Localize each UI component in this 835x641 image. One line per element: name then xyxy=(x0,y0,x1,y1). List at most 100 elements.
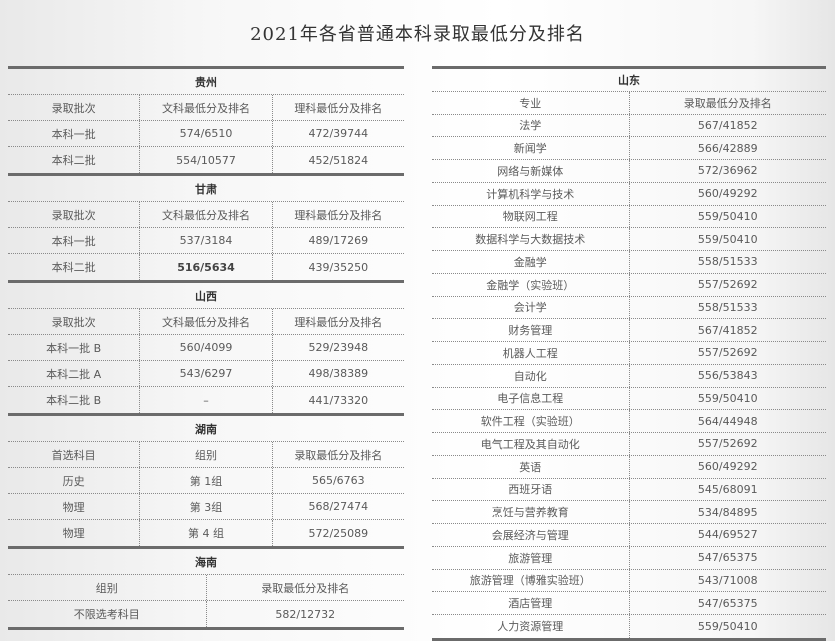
table-cell: 558/51533 xyxy=(628,251,827,273)
table-row: 财务管理 567/41852 xyxy=(432,319,826,342)
table-cell: 560/49292 xyxy=(628,455,827,478)
table-row: 计算机科学与技术 560/49292 xyxy=(432,182,827,206)
table-cell: 554/10577 xyxy=(139,147,271,173)
header-row: 录取批次 文科最低分及排名 理科最低分及排名 xyxy=(8,95,404,121)
column-header: 理科最低分及排名 xyxy=(271,309,404,334)
province-name: 湖南 xyxy=(195,422,217,436)
table-cell: 本科二批 xyxy=(51,261,96,274)
table-cell: 543/6297 xyxy=(139,361,271,386)
table-cell: 新闻学 xyxy=(513,142,547,156)
table-cell: 572/36962 xyxy=(628,160,827,182)
table-row: 会展经济与管理 544/69527 xyxy=(432,524,826,547)
table-cell: 本科二批 A xyxy=(46,367,102,381)
table-cell: 556/53843 xyxy=(628,364,827,387)
table-cell: 会展经济与管理 xyxy=(491,528,569,542)
table-row: 软件工程（实验班） 564/44948 xyxy=(432,410,826,433)
table-row: 旅游管理 547/65375 xyxy=(432,546,827,570)
table-row: 金融学（实验班） 557/52692 xyxy=(432,273,827,297)
section-title-row: 山东 xyxy=(432,69,826,92)
table-row: 机器人工程 557/52692 xyxy=(432,342,826,365)
table-cell: 本科二批 B xyxy=(46,394,102,407)
column-header: 首选科目 xyxy=(51,448,96,462)
table-row: 不限选考科目 582/12732 xyxy=(8,601,404,627)
header-row: 专业 录取最低分及排名 xyxy=(432,91,827,115)
province-section: 贵州 录取批次 文科最低分及排名 理科最低分及排名 本科一批 574/6510 472/39… xyxy=(8,69,404,176)
province-section: 海南 组别 录取最低分及排名 不限选考科目 582/12732 xyxy=(8,549,404,630)
table-cell: 557/52692 xyxy=(628,273,827,296)
column-header: 理科最低分及排名 xyxy=(271,202,404,227)
table-cell: 559/50410 xyxy=(628,615,827,638)
table-cell: 物理 xyxy=(62,527,85,540)
table-cell: 金融学 xyxy=(513,255,547,269)
province-section: 湖南 首选科目 组别 录取最低分及排名 历史 第 1组 565/6763 物理 第 3组 568/… xyxy=(8,416,404,549)
table-row: 电子信息工程 559/50410 xyxy=(432,387,826,411)
table-cell: 543/71008 xyxy=(628,569,827,592)
header-row: 首选科目 组别 录取最低分及排名 xyxy=(8,442,404,468)
table-cell: 574/6510 xyxy=(139,121,271,146)
table-cell: 558/51533 xyxy=(628,296,827,319)
table-row: 本科二批 A 543/6297 498/38389 xyxy=(8,361,404,387)
table-cell: 560/49292 xyxy=(628,182,827,205)
table-cell: 547/65375 xyxy=(628,546,827,569)
table-row: 本科二批 554/10577 452/51824 xyxy=(8,147,404,173)
table-cell: 557/52692 xyxy=(628,433,827,455)
column-header: 组别 xyxy=(95,581,118,595)
table-cell: 557/52692 xyxy=(628,342,827,364)
section-title-row: 海南 xyxy=(8,549,404,575)
table-cell: 酒店管理 xyxy=(508,597,553,611)
column-header: 文科最低分及排名 xyxy=(139,309,271,334)
column-header: 组别 xyxy=(139,442,271,467)
table-cell: 会计学 xyxy=(513,301,547,315)
header-row: 录取批次 文科最低分及排名 理科最低分及排名 xyxy=(8,309,404,335)
table-cell: 第 1组 xyxy=(139,468,271,493)
section-title-row: 甘肃 xyxy=(8,176,404,202)
column-header: 理科最低分及排名 xyxy=(271,95,404,120)
table-row: 人力资源管理 559/50410 xyxy=(432,615,826,638)
table-cell: 网络与新媒体 xyxy=(497,164,564,178)
table-row: 旅游管理（博雅实验班） 543/71008 xyxy=(432,569,827,593)
table-cell: 567/41852 xyxy=(628,114,827,137)
province-section: 山东 专业 录取最低分及排名法学 567/41852 新闻学 566/42889 网络与新媒… xyxy=(432,69,826,638)
table-cell: 441/73320 xyxy=(271,387,404,413)
table-cell: 自动化 xyxy=(513,369,547,383)
table-row: 数据科学与大数据技术 559/50410 xyxy=(432,228,826,251)
table-row: 本科二批 B –441/73320 xyxy=(8,387,404,413)
table-cell: 547/65375 xyxy=(628,592,827,614)
table-cell: 568/27474 xyxy=(271,494,404,519)
table-cell: 本科一批 B xyxy=(46,341,102,355)
table-row: 西班牙语 545/68091 xyxy=(432,478,826,502)
table-cell: 金融学（实验班） xyxy=(486,278,575,292)
table-row: 本科二批 516/5634 439/35250 xyxy=(8,254,404,280)
province-name: 山西 xyxy=(195,289,217,303)
table-cell: 电气工程及其自动化 xyxy=(480,437,580,451)
table-row: 本科一批 574/6510 472/39744 xyxy=(8,121,404,147)
table-cell: 566/42889 xyxy=(628,137,827,159)
column-header: 录取批次 xyxy=(51,315,96,329)
table-cell: 439/35250 xyxy=(271,254,404,280)
table-row: 法学 567/41852 xyxy=(432,114,827,138)
table-cell: 560/4099 xyxy=(139,335,271,360)
province-name: 海南 xyxy=(195,555,217,569)
left-score-table: 贵州 录取批次 文科最低分及排名 理科最低分及排名 本科一批 574/6510 472/39… xyxy=(8,66,404,630)
table-cell: 计算机科学与技术 xyxy=(486,187,575,201)
page-title: 2021年各省普通本科录取最低分及排名 xyxy=(250,24,585,45)
province-section: 甘肃 录取批次 文科最低分及排名 理科最低分及排名 本科一批 537/3184 489/17… xyxy=(8,176,404,283)
shandong-score-table: 山东 专业 录取最低分及排名法学 567/41852 新闻学 566/42889 网络与新媒… xyxy=(432,66,826,641)
table-cell: 法学 xyxy=(519,119,542,133)
table-row: 金融学 558/51533 xyxy=(432,251,826,274)
column-header: 录取最低分及排名 xyxy=(628,91,827,114)
table-row: 新闻学 566/42889 xyxy=(432,137,826,160)
column-header: 录取批次 xyxy=(51,208,96,222)
table-row: 物理 第 4 组 572/25089 xyxy=(8,520,404,546)
table-cell: 机器人工程 xyxy=(502,346,558,360)
table-cell: 财务管理 xyxy=(508,324,553,338)
table-cell: 旅游管理 xyxy=(508,551,553,565)
table-row: 会计学 558/51533 xyxy=(432,296,827,320)
table-cell: 历史 xyxy=(62,474,85,488)
table-cell: 旅游管理（博雅实验班） xyxy=(469,574,591,588)
table-cell: 537/3184 xyxy=(139,228,271,253)
table-row: 本科一批 B 560/4099 529/23948 xyxy=(8,335,404,361)
table-cell: 西班牙语 xyxy=(508,483,553,497)
table-cell: 英语 xyxy=(519,460,542,474)
column-header: 文科最低分及排名 xyxy=(139,95,271,120)
